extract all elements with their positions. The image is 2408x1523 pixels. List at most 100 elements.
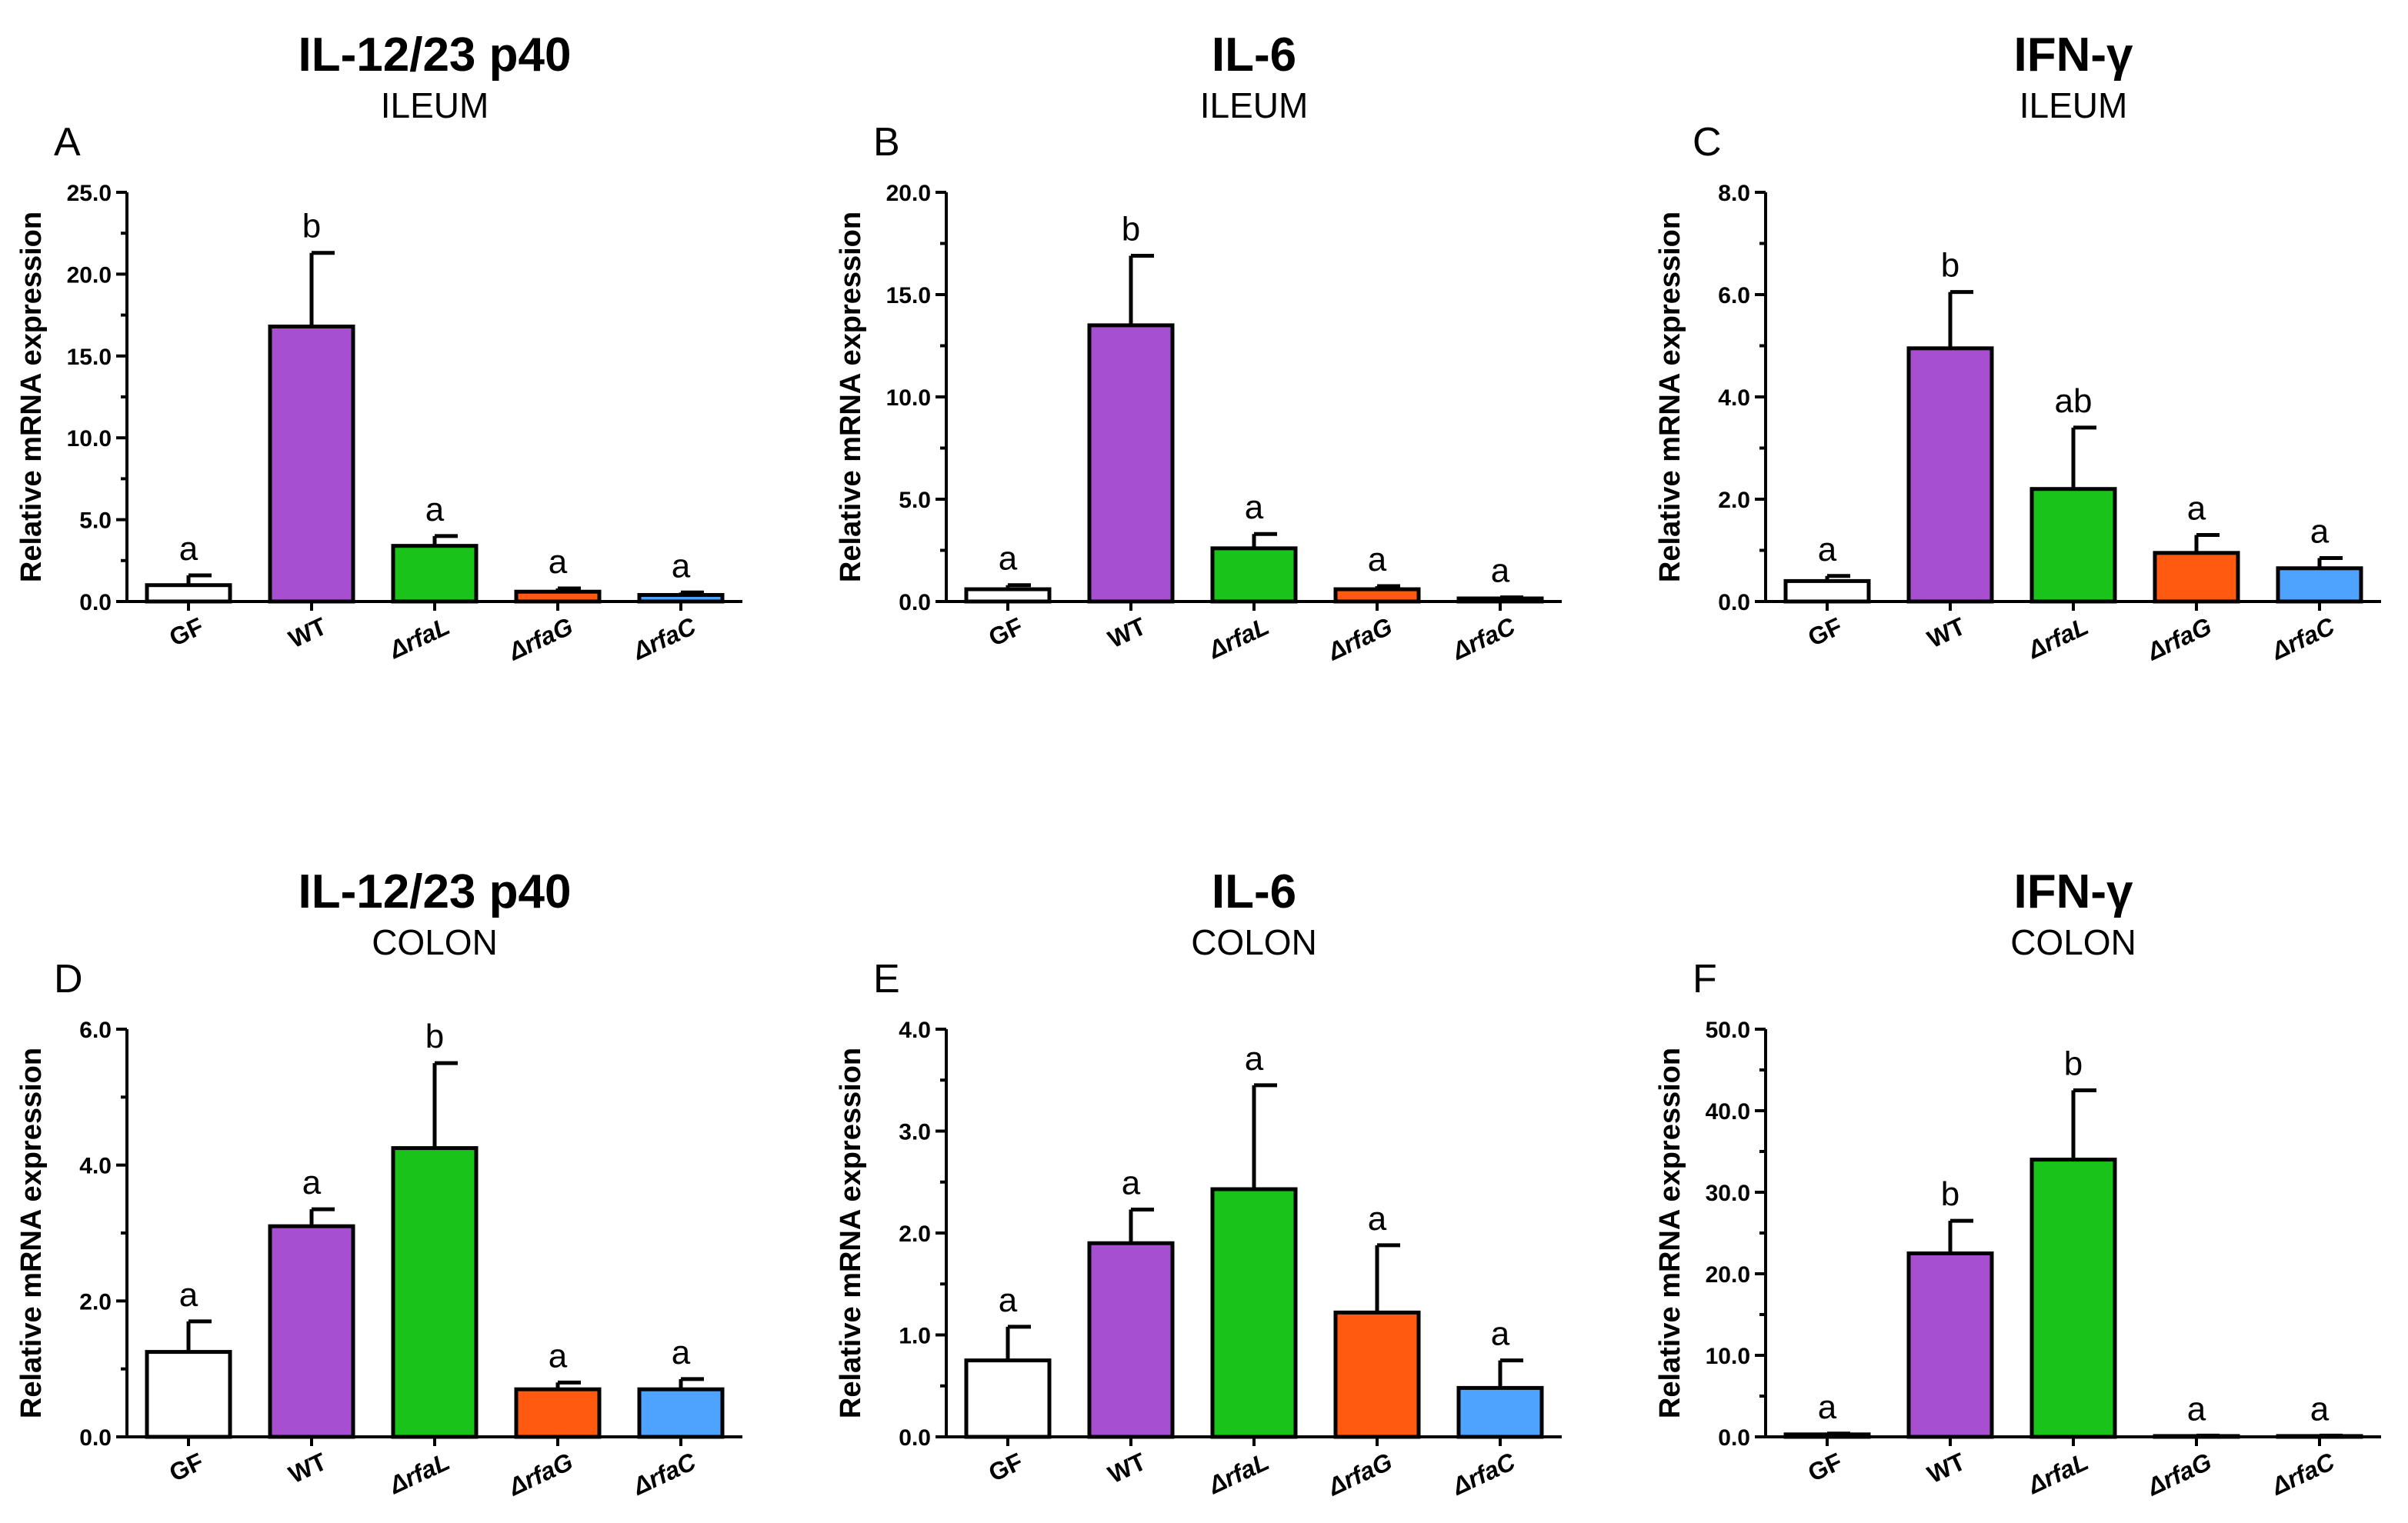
panel-title: IL-12/23 p40 — [298, 865, 572, 918]
panel-subtitle: ILEUM — [2019, 85, 2128, 125]
bar-1 — [268, 324, 355, 604]
x-tick-label: ΔrfaG — [2143, 612, 2216, 666]
bar-4 — [637, 592, 725, 604]
panel-letter: C — [1693, 120, 1722, 165]
panel-title: IFN-γ — [2014, 28, 2134, 82]
x-tick-label: WT — [1104, 1448, 1151, 1489]
y-tick-label: 15.0 — [67, 345, 112, 370]
y-tick-label: 1.0 — [899, 1324, 931, 1349]
y-axis-label: Relative mRNA expression — [15, 212, 48, 582]
bar-1 — [1906, 346, 1994, 604]
x-tick-label: WT — [285, 612, 332, 654]
bar-1 — [1906, 1251, 1994, 1439]
significance-label: a — [1491, 552, 1510, 590]
y-tick-label: 4.0 — [79, 1154, 112, 1179]
significance-label: a — [672, 547, 691, 585]
significance-label: a — [1818, 1388, 1837, 1426]
significance-label: a — [2310, 1390, 2330, 1428]
x-tick-label: WT — [1104, 612, 1151, 654]
y-tick-label: 6.0 — [79, 1018, 112, 1043]
bar-2 — [391, 1146, 479, 1439]
y-tick-label: 20.0 — [886, 181, 931, 206]
bar-3 — [514, 589, 602, 604]
bar-1 — [1087, 323, 1175, 604]
significance-label: b — [1941, 247, 1959, 285]
bar-4 — [1456, 596, 1544, 604]
x-tick-label: ΔrfaL — [2023, 612, 2093, 665]
x-tick-label: ΔrfaC — [2266, 612, 2339, 665]
y-tick-label: 4.0 — [1718, 385, 1750, 411]
x-tick-label: WT — [1923, 1448, 1970, 1489]
x-tick-label: ΔrfaL — [1204, 1448, 1273, 1500]
y-axis-label: Relative mRNA expression — [1654, 1048, 1686, 1418]
x-tick-label: ΔrfaG — [504, 1448, 577, 1501]
significance-label: a — [179, 530, 198, 568]
bar-2 — [391, 544, 479, 604]
y-tick-label: 50.0 — [1706, 1018, 1750, 1043]
panel-letter: B — [873, 120, 900, 165]
panel-title: IL-6 — [1212, 28, 1296, 82]
y-tick-label: 20.0 — [1706, 1262, 1750, 1288]
y-axis-label: Relative mRNA expression — [1654, 212, 1686, 582]
y-tick-label: 40.0 — [1706, 1099, 1750, 1125]
bar-0 — [1783, 578, 1871, 604]
x-tick-label: GF — [1803, 1448, 1846, 1487]
x-tick-label: ΔrfaC — [2266, 1447, 2339, 1501]
y-tick-label: 5.0 — [899, 488, 931, 513]
panel-letter: E — [873, 957, 900, 1001]
y-tick-label: 5.0 — [79, 508, 112, 534]
bar-4 — [637, 1387, 725, 1439]
significance-label: b — [425, 1018, 444, 1055]
x-tick-label: ΔrfaL — [385, 612, 454, 665]
bar-4 — [2276, 1434, 2363, 1439]
panel-title: IL-6 — [1212, 865, 1296, 918]
significance-label: b — [2064, 1045, 2083, 1083]
y-tick-label: 4.0 — [899, 1018, 931, 1043]
y-tick-label: 10.0 — [886, 385, 931, 411]
x-tick-label: ΔrfaL — [1204, 612, 1273, 665]
bar-4 — [2276, 566, 2363, 604]
panel-subtitle: COLON — [2010, 922, 2136, 962]
y-tick-label: 0.0 — [1718, 1425, 1750, 1451]
bar-1 — [1087, 1241, 1175, 1439]
x-tick-label: ΔrfaC — [1447, 612, 1519, 665]
x-tick-label: ΔrfaG — [2143, 1448, 2216, 1501]
panel-subtitle: ILEUM — [381, 85, 489, 125]
significance-label: a — [2310, 512, 2330, 550]
significance-label: a — [1818, 531, 1837, 568]
y-tick-label: 10.0 — [1706, 1344, 1750, 1369]
panel-subtitle: COLON — [372, 922, 498, 962]
y-axis-label: Relative mRNA expression — [835, 1048, 867, 1418]
significance-label: a — [1368, 541, 1387, 578]
bar-4 — [1456, 1385, 1544, 1439]
bar-2 — [2029, 1158, 2117, 1439]
significance-label: ab — [2055, 382, 2093, 420]
significance-label: a — [549, 543, 568, 581]
panel-subtitle: COLON — [1191, 922, 1317, 962]
y-tick-label: 0.0 — [899, 1425, 931, 1451]
y-tick-label: 6.0 — [1718, 283, 1750, 308]
significance-label: a — [1245, 1040, 1264, 1078]
x-tick-label: ΔrfaL — [385, 1448, 454, 1500]
x-tick-label: ΔrfaC — [628, 1447, 700, 1501]
significance-label: a — [672, 1334, 691, 1371]
y-tick-label: 20.0 — [67, 262, 112, 288]
y-tick-label: 10.0 — [67, 426, 112, 452]
bar-0 — [145, 583, 232, 604]
bar-0 — [964, 587, 1052, 604]
significance-label: a — [549, 1337, 568, 1375]
significance-label: b — [1122, 210, 1140, 248]
x-tick-label: ΔrfaL — [2023, 1448, 2093, 1500]
bar-3 — [2153, 1434, 2240, 1439]
bar-2 — [2029, 487, 2117, 604]
x-tick-label: GF — [984, 1448, 1026, 1487]
bar-0 — [145, 1350, 232, 1439]
x-tick-label: GF — [1803, 612, 1846, 652]
y-tick-label: 0.0 — [79, 590, 112, 615]
y-axis-label: Relative mRNA expression — [15, 1048, 48, 1418]
significance-label: a — [1491, 1315, 1510, 1353]
